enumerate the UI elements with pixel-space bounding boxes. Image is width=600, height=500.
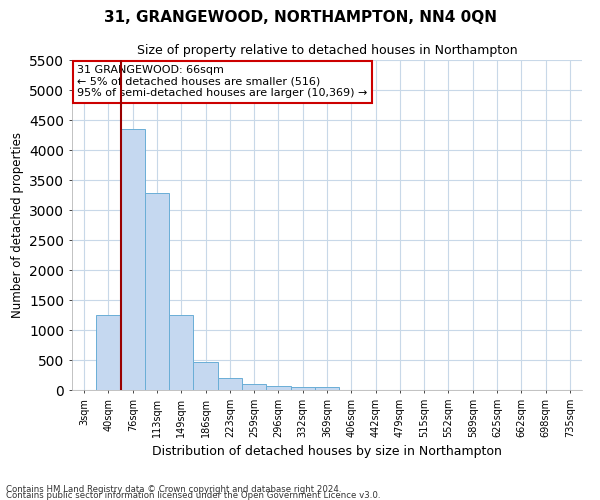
Bar bbox=[193, 362, 218, 390]
Bar bbox=[218, 378, 242, 390]
Bar bbox=[290, 386, 315, 390]
Text: 31, GRANGEWOOD, NORTHAMPTON, NN4 0QN: 31, GRANGEWOOD, NORTHAMPTON, NN4 0QN bbox=[104, 10, 497, 25]
Bar bbox=[266, 386, 290, 390]
Text: Contains HM Land Registry data © Crown copyright and database right 2024.: Contains HM Land Registry data © Crown c… bbox=[6, 484, 341, 494]
Text: Contains public sector information licensed under the Open Government Licence v3: Contains public sector information licen… bbox=[6, 490, 380, 500]
Bar bbox=[121, 129, 145, 390]
Bar bbox=[315, 388, 339, 390]
Bar bbox=[96, 315, 121, 390]
Text: 31 GRANGEWOOD: 66sqm
← 5% of detached houses are smaller (516)
95% of semi-detac: 31 GRANGEWOOD: 66sqm ← 5% of detached ho… bbox=[77, 65, 367, 98]
Bar bbox=[169, 315, 193, 390]
Y-axis label: Number of detached properties: Number of detached properties bbox=[11, 132, 23, 318]
Title: Size of property relative to detached houses in Northampton: Size of property relative to detached ho… bbox=[137, 44, 517, 58]
Bar bbox=[145, 193, 169, 390]
X-axis label: Distribution of detached houses by size in Northampton: Distribution of detached houses by size … bbox=[152, 446, 502, 458]
Bar bbox=[242, 384, 266, 390]
